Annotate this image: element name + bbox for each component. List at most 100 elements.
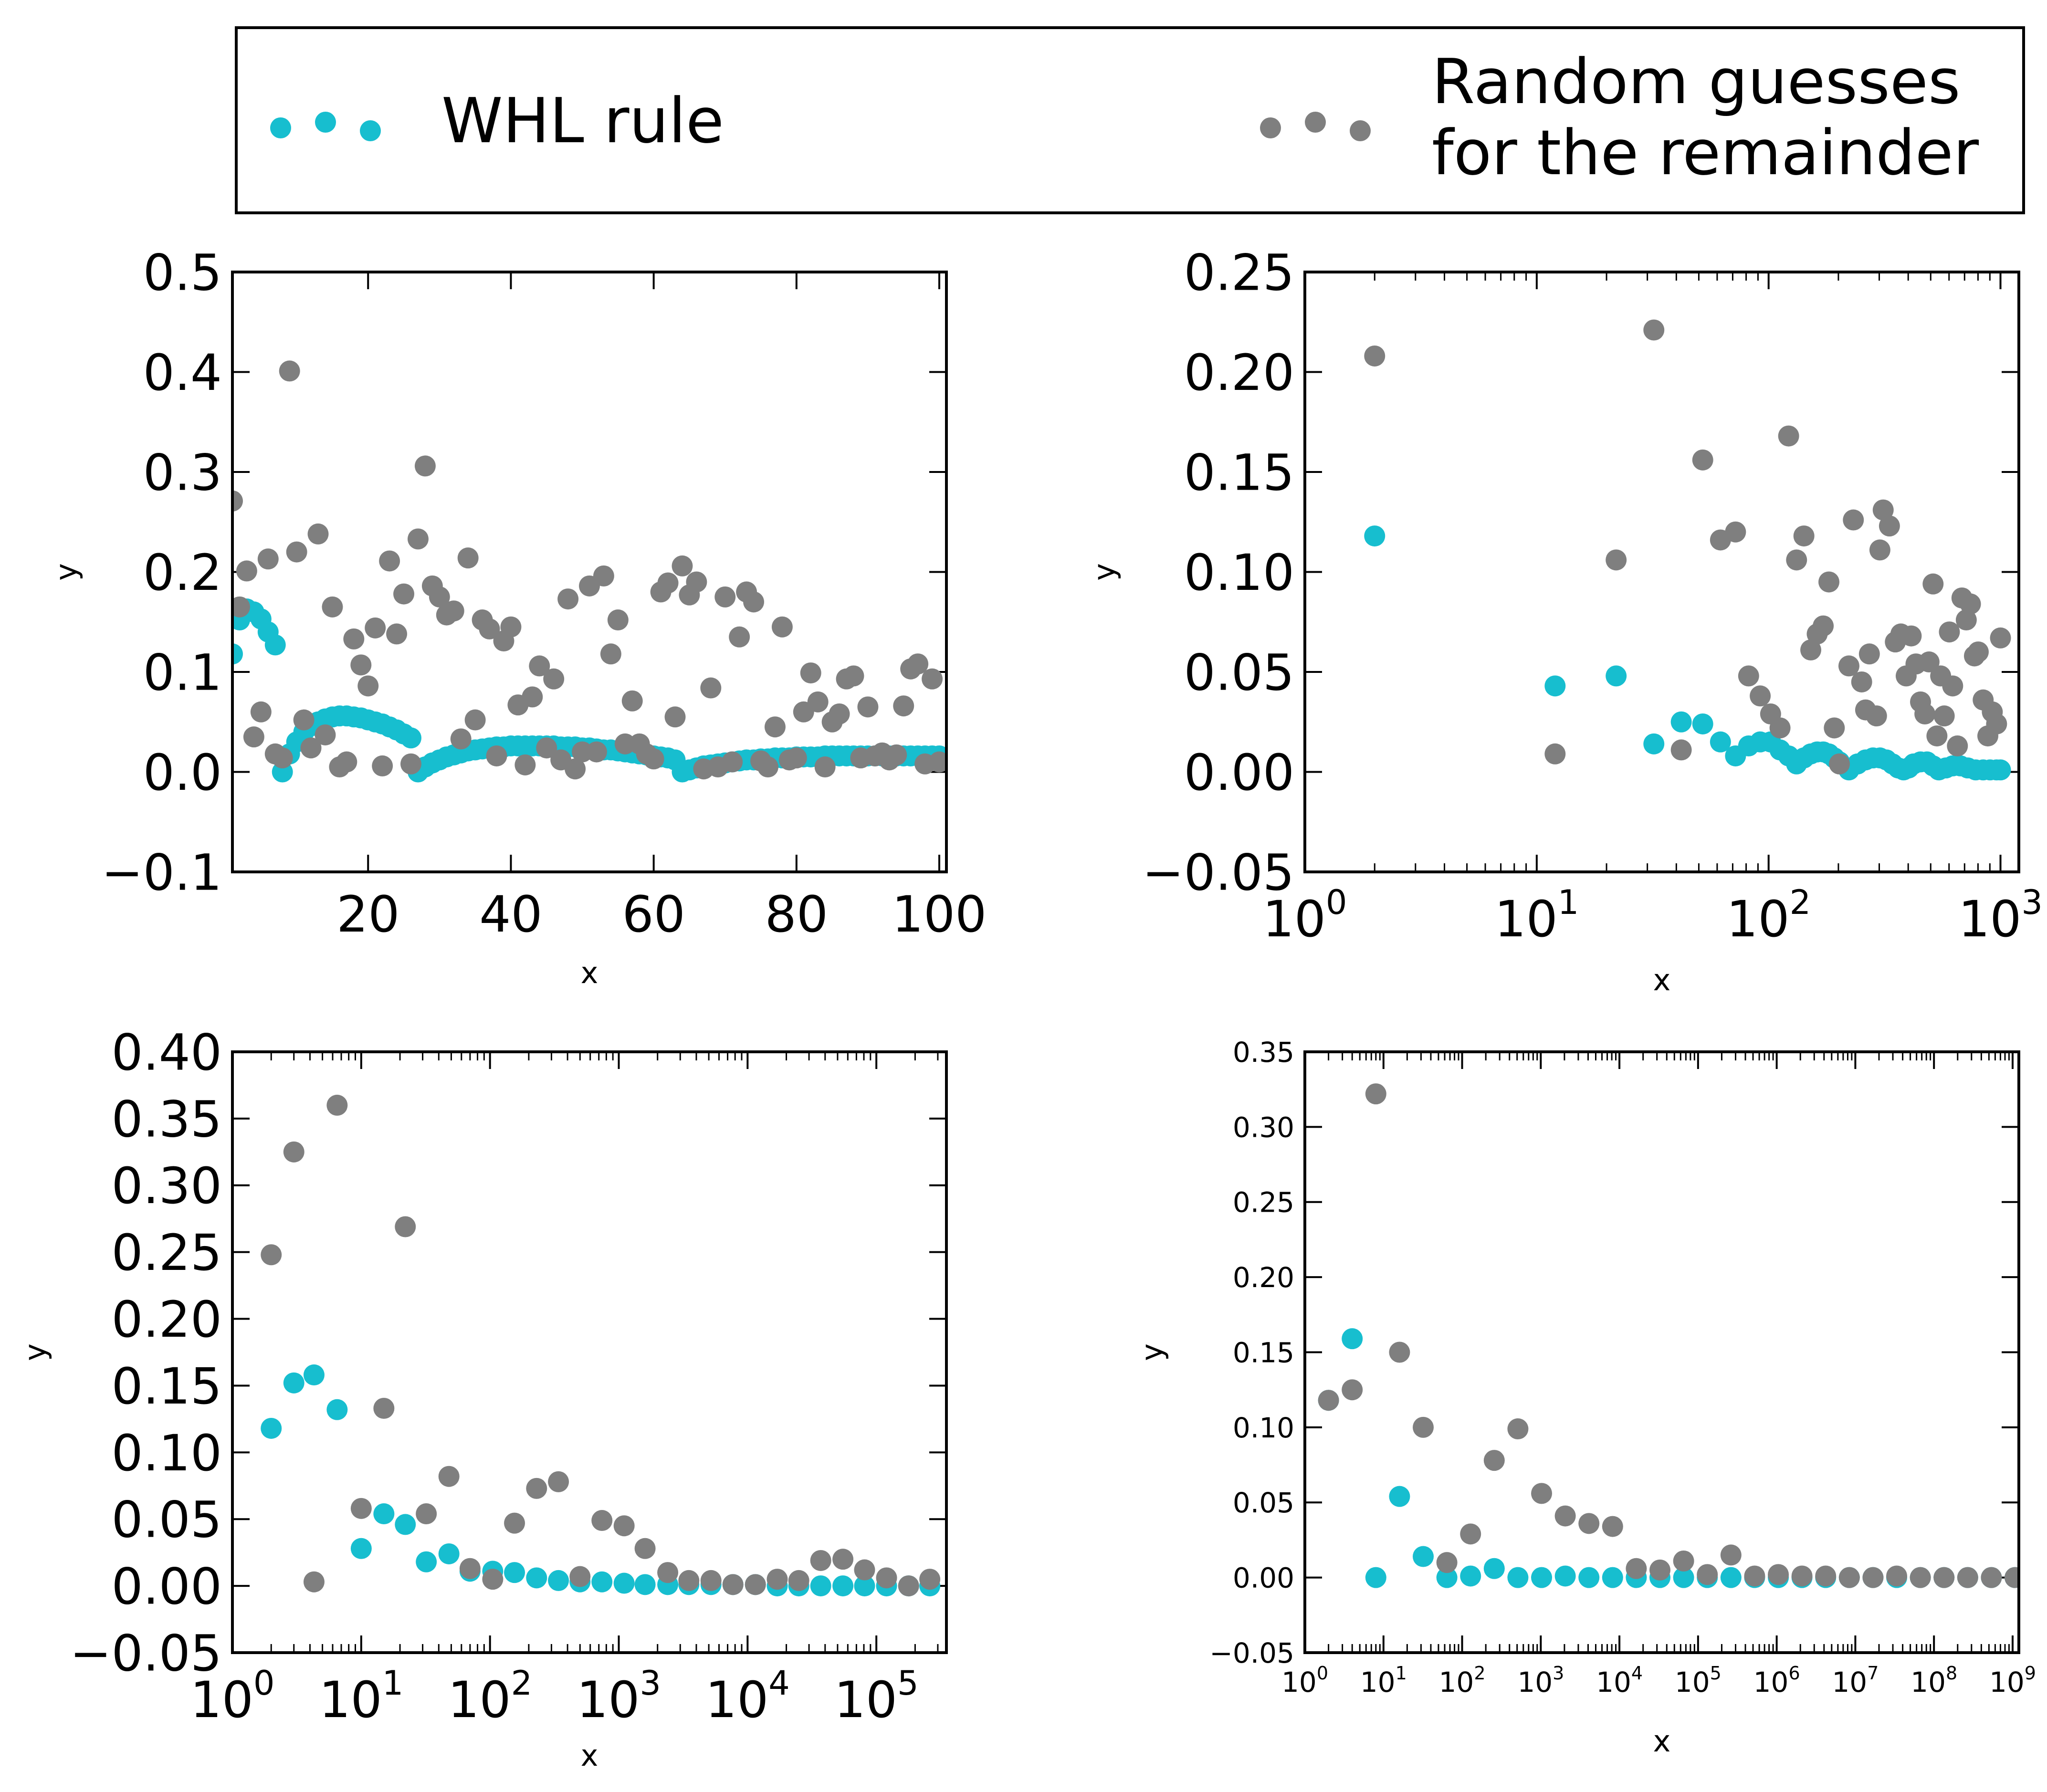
plot-frame-2 <box>1303 271 2020 873</box>
point-random <box>788 1570 809 1591</box>
point-random <box>416 1503 437 1525</box>
plot-area-2 <box>1364 319 2011 781</box>
point-random <box>400 753 421 775</box>
point-whl <box>416 1551 437 1572</box>
point-random <box>459 1558 481 1579</box>
point-whl <box>810 1575 831 1597</box>
point-random <box>379 550 400 572</box>
point-random <box>1862 1567 1884 1588</box>
point-random <box>672 555 693 576</box>
x-tick-label: 100 <box>190 1664 275 1729</box>
point-random <box>1869 539 1890 561</box>
chart-panel-2: 100 101 102 103 −0.05 0.00 0.05 0.10 0.15 0.20 0.2… <box>1087 243 2043 997</box>
point-random <box>1673 1551 1694 1572</box>
point-whl <box>1413 1546 1434 1567</box>
x-tick-label: 106 <box>1753 1663 1800 1698</box>
point-random <box>1981 1567 2002 1588</box>
x-tick-label: 100 <box>1281 1663 1328 1698</box>
y-tick-label: 0.25 <box>1184 243 1294 302</box>
point-random <box>373 1398 395 1419</box>
point-random <box>898 1575 919 1597</box>
point-whl <box>1990 759 2011 781</box>
x-tick-label: 100 <box>1263 883 1347 948</box>
point-random <box>1910 1567 1931 1588</box>
y-tick-label: 0.35 <box>1233 1036 1294 1069</box>
point-random <box>634 1538 656 1559</box>
point-random <box>293 709 315 731</box>
point-random <box>607 609 629 631</box>
y-tick-label: 0.05 <box>1184 643 1294 702</box>
point-random <box>814 756 836 778</box>
point-random <box>365 617 386 639</box>
point-whl <box>504 1562 525 1583</box>
y-tick-label: 0.00 <box>1184 744 1294 802</box>
point-random <box>479 618 500 639</box>
y-axis-label: y <box>49 563 84 581</box>
point-random <box>586 741 607 763</box>
point-random <box>1460 1523 1481 1545</box>
point-whl <box>1544 675 1566 697</box>
point-whl <box>350 1538 372 1559</box>
x-tick-label: 101 <box>1360 1663 1407 1698</box>
point-random <box>1768 1564 1789 1585</box>
point-random <box>1914 703 1936 724</box>
x-tick-label: 109 <box>1989 1663 2036 1698</box>
point-random <box>678 1570 700 1591</box>
point-random <box>1967 641 1989 663</box>
point-random <box>1824 717 1845 739</box>
x-tick-label: 105 <box>834 1664 919 1729</box>
point-random <box>893 695 914 717</box>
chart-panel-4: 100 101 102 103 104 105 106 107 108 109 −0.05 0.00 0… <box>1134 1036 2036 1759</box>
point-random <box>643 748 664 770</box>
point-random <box>613 1515 635 1537</box>
x-tick-label: 101 <box>319 1664 403 1729</box>
point-random <box>407 528 429 550</box>
point-random <box>395 1216 416 1237</box>
point-random <box>1791 1565 1813 1587</box>
point-random <box>300 737 322 759</box>
point-random <box>232 596 250 618</box>
y-axis-2: −0.05 0.00 0.05 0.10 0.15 0.20 0.25 <box>1142 243 2019 901</box>
x-axis-label: x <box>581 955 598 990</box>
point-random <box>261 1244 282 1266</box>
x-tick-label: 103 <box>1958 883 2043 948</box>
point-random <box>1942 675 1963 697</box>
point-random <box>919 1569 941 1590</box>
point-whl <box>1710 731 1731 753</box>
point-random <box>729 626 750 648</box>
x-tick-label: 20 <box>336 885 399 943</box>
point-random <box>450 728 472 750</box>
y-tick-label: 0.5 <box>143 243 222 302</box>
point-random <box>326 1094 348 1116</box>
series-random-guesses <box>232 360 946 780</box>
y-tick-label: 0.00 <box>1233 1562 1294 1594</box>
point-random <box>1554 1505 1576 1527</box>
point-random <box>543 668 565 690</box>
point-whl <box>373 1503 395 1525</box>
point-random <box>1507 1418 1529 1440</box>
x-tick-label: 103 <box>577 1664 661 1729</box>
point-whl <box>526 1567 547 1589</box>
point-random <box>621 690 643 712</box>
series-random-guesses <box>1364 319 2011 775</box>
point-random <box>1918 651 1940 673</box>
point-random <box>1851 671 1872 692</box>
point-random <box>464 709 486 731</box>
y-tick-label: −0.05 <box>1209 1637 1294 1669</box>
point-random <box>829 703 850 724</box>
point-whl <box>634 1574 656 1595</box>
legend-marker-random-1 <box>1260 117 1281 138</box>
point-random <box>250 701 272 723</box>
legend-entry-whl: WHL rule <box>270 84 724 157</box>
series-whl-rule <box>1364 525 2011 781</box>
x-tick-label: 107 <box>1832 1663 1879 1698</box>
point-random <box>832 1549 854 1570</box>
y-tick-label: 0.25 <box>111 1224 222 1282</box>
y-tick-label: 0.15 <box>111 1357 222 1415</box>
y-tick-label: 0.2 <box>143 544 222 602</box>
point-whl <box>264 634 286 656</box>
point-whl <box>232 643 243 665</box>
point-random <box>315 724 336 745</box>
point-random <box>1858 643 1880 665</box>
